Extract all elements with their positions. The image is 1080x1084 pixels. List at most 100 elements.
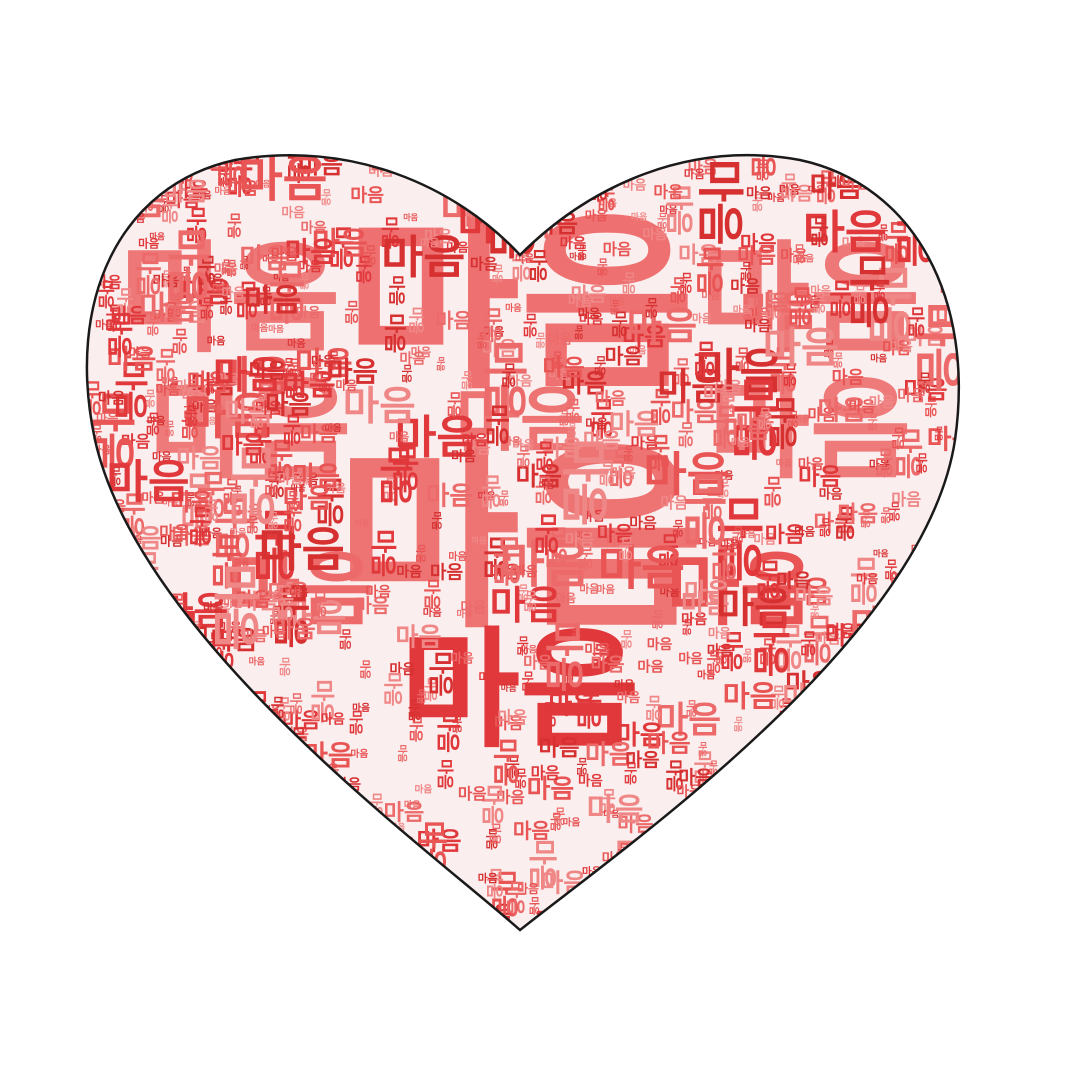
cloud-word: 마음 (827, 279, 852, 319)
cloud-word: 마음 (213, 353, 282, 397)
cloud-word: 마음 (86, 606, 107, 640)
cloud-word: 마음 (97, 799, 123, 815)
cloud-word: 마음 (578, 305, 600, 320)
cloud-word: 마음 (685, 876, 707, 891)
cloud-word: 마음 (850, 737, 870, 750)
cloud-word: 마음 (257, 383, 272, 407)
cloud-word: 마음 (854, 907, 888, 928)
cloud-word: 마음 (721, 805, 744, 820)
cloud-word: 마음 (88, 897, 98, 912)
cloud-word: 마음 (169, 611, 181, 627)
cloud-word: 마음 (574, 684, 603, 730)
cloud-word: 마음 (905, 306, 925, 338)
cloud-word: 마음 (171, 524, 211, 549)
cloud-word: 마음 (157, 903, 175, 932)
cloud-word: 마음 (546, 927, 562, 953)
cloud-word: 마음 (416, 689, 426, 705)
cloud-word: 마음 (565, 531, 595, 550)
cloud-word: 마음 (194, 470, 227, 521)
cloud-word: 마음 (921, 751, 960, 812)
cloud-word: 마음 (609, 295, 625, 307)
cloud-word: 마음 (382, 672, 404, 707)
cloud-word: 마음 (254, 775, 281, 792)
cloud-word: 마음 (161, 889, 187, 931)
cloud-word: 마음 (780, 248, 808, 265)
cloud-word: 마음 (779, 849, 808, 895)
cloud-word: 마음 (266, 511, 279, 530)
cloud-word: 마음 (183, 399, 197, 420)
cloud-word: 마음 (772, 749, 809, 772)
cloud-word: 마음 (740, 529, 756, 540)
cloud-word: 마음 (879, 507, 891, 525)
cloud-word: 마음 (583, 429, 621, 453)
cloud-word: 마음 (82, 906, 104, 941)
cloud-word: 마음 (211, 626, 258, 656)
cloud-word: 마음 (451, 449, 476, 465)
cloud-word: 마음 (372, 920, 402, 939)
cloud-word: 마음 (227, 178, 258, 198)
cloud-word: 마음 (779, 173, 797, 201)
cloud-word: 마음 (308, 679, 336, 723)
cloud-word: 마음 (445, 391, 462, 417)
cloud-word: 마음 (826, 621, 856, 640)
cloud-word: 마음 (478, 490, 496, 503)
cloud-word: 마음 (186, 506, 212, 548)
cloud-word: 마음 (321, 711, 345, 727)
cloud-word: 마음 (81, 768, 113, 788)
cloud-word: 마음 (671, 519, 684, 538)
cloud-word: 마음 (414, 544, 427, 563)
cloud-word: 마음 (83, 529, 98, 539)
cloud-word: 마음 (870, 352, 887, 364)
cloud-word: 마음 (560, 235, 586, 252)
cloud-word: 마음 (162, 376, 179, 388)
cloud-word: 마음 (882, 220, 910, 264)
cloud-word: 마음 (463, 439, 491, 457)
cloud-word: 마음 (231, 836, 250, 865)
cloud-word: 마음 (940, 507, 968, 524)
cloud-word: 마음 (647, 637, 673, 653)
cloud-word: 마음 (155, 151, 174, 164)
cloud-word: 마음 (684, 578, 730, 607)
cloud-word: 마음 (478, 670, 500, 684)
cloud-word: 마음 (372, 862, 398, 878)
cloud-word: 마음 (108, 466, 122, 486)
cloud-word: 마음 (327, 226, 355, 270)
cloud-word: 마음 (448, 550, 466, 563)
cloud-word: 마음 (194, 854, 221, 871)
cloud-word: 마음 (422, 677, 438, 701)
cloud-word: 마음 (186, 831, 214, 848)
cloud-word: 마음 (187, 716, 217, 735)
cloud-word: 마음 (723, 680, 777, 714)
cloud-word: 마음 (291, 483, 306, 493)
cloud-word: 마음 (934, 700, 984, 780)
cloud-word: 마음 (327, 356, 378, 388)
cloud-word: 마음 (665, 853, 706, 879)
cloud-word: 마음 (358, 660, 371, 680)
cloud-word: 마음 (740, 286, 817, 335)
cloud-word: 마음 (574, 325, 584, 340)
cloud-word: 마음 (329, 831, 347, 844)
cloud-word: 마음 (303, 739, 354, 772)
cloud-word: 마음 (533, 440, 553, 472)
cloud-word: 마음 (768, 863, 798, 882)
cloud-word: 마음 (202, 499, 218, 523)
cloud-word: 마음 (820, 792, 845, 832)
cloud-word: 마음 (862, 170, 890, 188)
cloud-word: 마음 (627, 304, 697, 349)
cloud-word: 마음 (309, 590, 327, 618)
cloud-word: 마음 (152, 451, 172, 464)
cloud-word: 마음 (731, 436, 750, 449)
cloud-word: 마음 (95, 643, 138, 671)
cloud-word: 마음 (426, 482, 473, 512)
cloud-word: 마음 (154, 348, 177, 384)
cloud-word: 마음 (482, 926, 520, 950)
cloud-word: 마음 (508, 374, 532, 390)
cloud-word: 마음 (847, 556, 878, 606)
cloud-word: 마음 (208, 602, 231, 617)
cloud-word: 마음 (478, 340, 530, 422)
cloud-word: 마음 (727, 376, 781, 461)
cloud-word: 마음 (268, 323, 284, 335)
cloud-word: 마음 (355, 518, 370, 528)
cloud-word: 마음 (488, 823, 503, 845)
cloud-word: 마음 (568, 293, 593, 309)
